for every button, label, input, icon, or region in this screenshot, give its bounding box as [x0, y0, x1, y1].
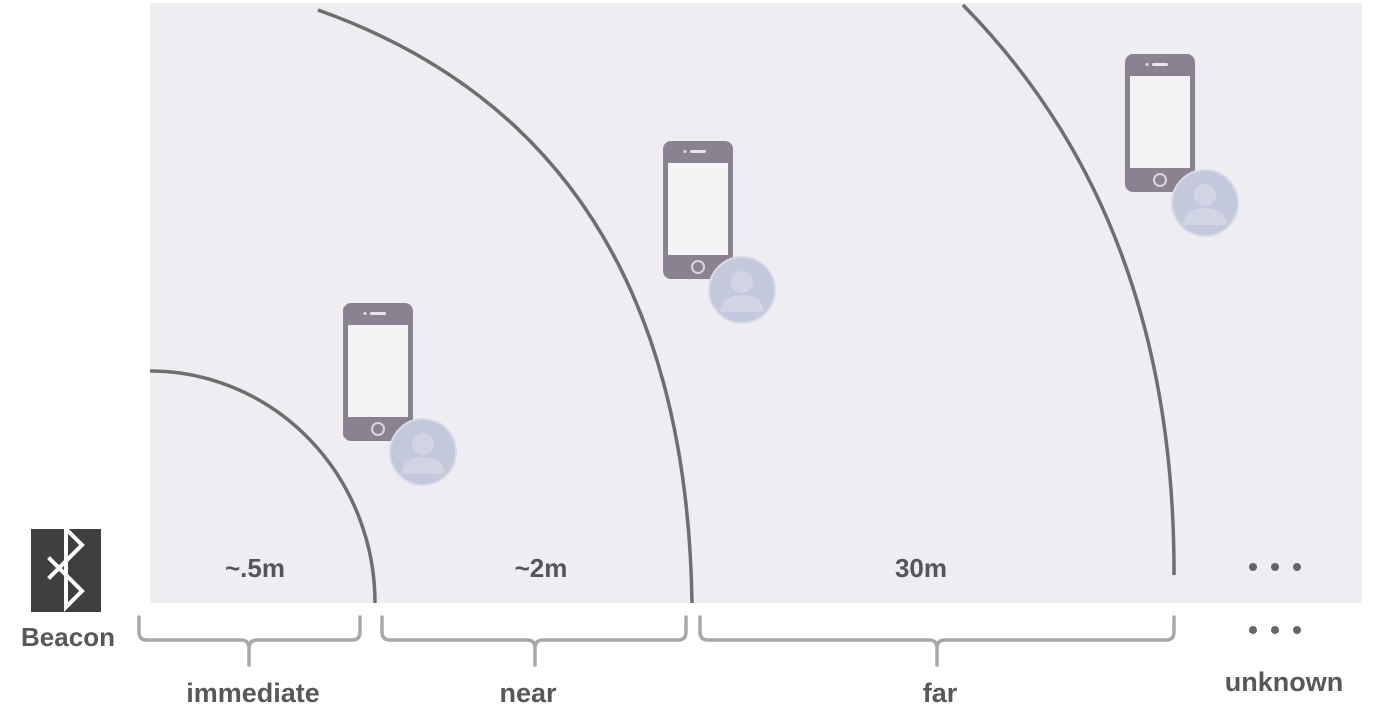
brace-immediate — [137, 615, 362, 667]
ellipsis-icon — [1249, 563, 1301, 571]
zone-label-far: far — [923, 678, 958, 708]
user-avatar-icon — [708, 256, 776, 324]
distance-label-immediate: ~.5m — [225, 553, 285, 583]
distance-label-near: ~2m — [515, 553, 568, 583]
phone-icon — [1124, 53, 1196, 193]
phone-icon — [342, 302, 414, 442]
zone-label-near: near — [499, 678, 557, 708]
beacon-label: Beacon — [21, 622, 115, 652]
brace-far — [698, 615, 1176, 667]
ring-immediate — [149, 369, 377, 604]
user-avatar-icon — [389, 418, 457, 486]
brace-near — [380, 615, 688, 667]
user-avatar-icon — [1171, 169, 1239, 237]
zone-label-immediate: immediate — [186, 678, 320, 708]
ring-near — [317, 8, 694, 604]
distance-label-far: 30m — [895, 553, 947, 583]
ellipsis-icon — [1249, 626, 1301, 634]
ring-far — [961, 3, 1176, 576]
zone-label-unknown: unknown — [1225, 667, 1343, 697]
bluetooth-icon — [31, 524, 101, 612]
phone-icon — [662, 140, 734, 280]
